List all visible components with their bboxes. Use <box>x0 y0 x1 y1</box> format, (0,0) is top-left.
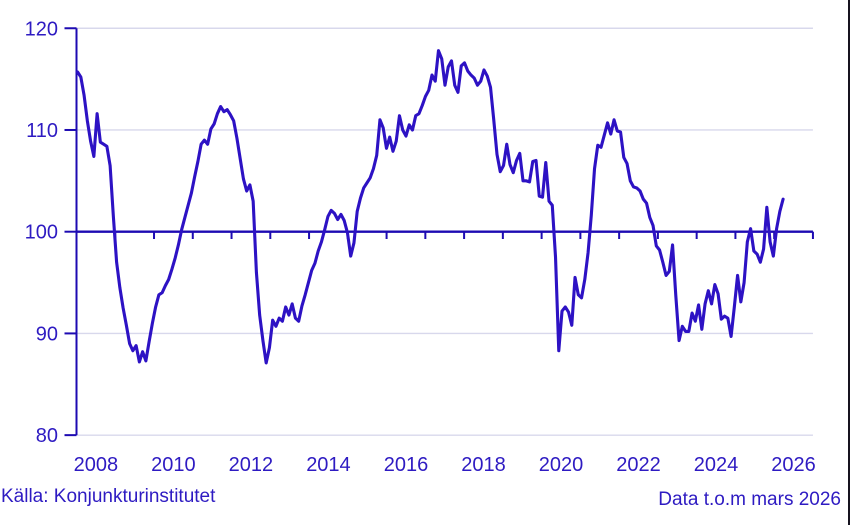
x-axis-label: 2026 <box>771 454 816 476</box>
x-axis-label: 2014 <box>306 454 351 476</box>
x-axis-label: 2012 <box>229 454 274 476</box>
data-series-line <box>76 49 785 365</box>
x-axis-label: 2020 <box>539 454 584 476</box>
source-label: Källa: Konjunkturinstitutet <box>1 486 216 507</box>
x-axis-label: 2010 <box>151 454 196 476</box>
y-axis-label: 80 <box>36 425 58 447</box>
x-axis-label: 2024 <box>694 454 739 476</box>
x-axis-label: 2022 <box>616 454 661 476</box>
y-axis-label: 120 <box>25 18 58 40</box>
x-axis-label: 2016 <box>384 454 429 476</box>
x-axis-label: 2018 <box>461 454 506 476</box>
data-note-label: Data t.o.m mars 2026 <box>658 489 841 510</box>
y-axis-label: 110 <box>26 120 58 142</box>
screen-edge-line <box>848 0 850 525</box>
x-axis-label: 2008 <box>74 454 119 476</box>
y-axis-label: 90 <box>36 323 58 345</box>
y-axis-label: 100 <box>25 222 58 244</box>
